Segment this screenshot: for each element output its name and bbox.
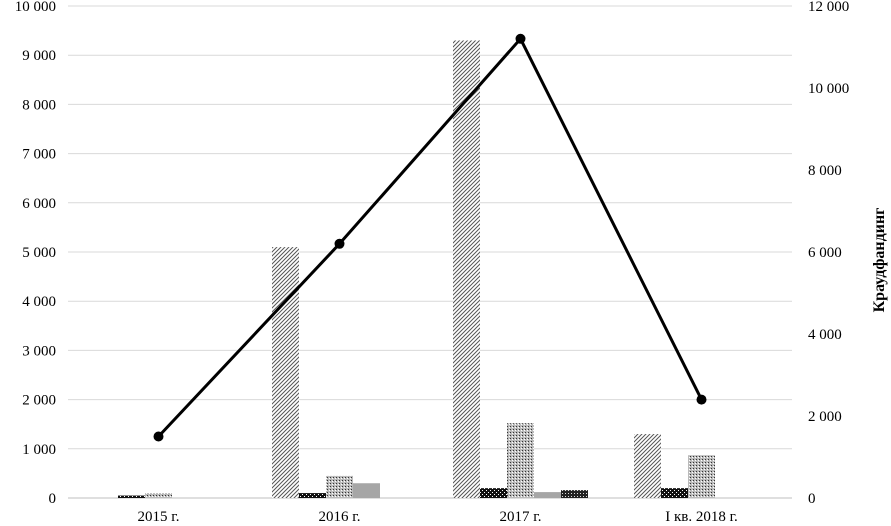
right-tick-label: 10 000 xyxy=(808,81,849,97)
bar xyxy=(561,490,588,498)
bar xyxy=(507,423,534,498)
left-tick-label: 2 000 xyxy=(22,393,56,409)
right-axis-ticks: 0 2 000 4 000 6 000 8 000 10 000 12 000 xyxy=(808,0,849,507)
line-point xyxy=(515,33,526,44)
left-tick-label: 4 000 xyxy=(22,294,56,310)
left-axis-ticks: 0 1 000 2 000 3 000 4 000 5 000 6 000 7 000 8 00… xyxy=(15,0,56,507)
left-tick-label: 7 000 xyxy=(22,147,56,163)
right-tick-label: 4 000 xyxy=(808,327,842,343)
left-tick-label: 1 000 xyxy=(22,442,56,458)
x-tick-label: 2015 г. xyxy=(138,509,180,525)
left-tick-label: 10 000 xyxy=(15,0,56,15)
x-axis-labels: 2015 г. 2016 г. 2017 г. I кв. 2018 г. xyxy=(138,509,738,525)
left-tick-label: 0 xyxy=(49,491,57,507)
bar xyxy=(634,434,661,498)
right-tick-label: 12 000 xyxy=(808,0,849,15)
bar xyxy=(118,495,145,498)
bar xyxy=(353,483,380,498)
bar xyxy=(661,488,688,498)
line-point xyxy=(153,431,164,442)
right-tick-label: 2 000 xyxy=(808,409,842,425)
bar xyxy=(480,488,507,498)
left-tick-label: 6 000 xyxy=(22,196,56,212)
bar xyxy=(326,475,353,498)
bar xyxy=(534,492,561,498)
bar xyxy=(145,493,172,498)
line-path xyxy=(157,36,703,438)
x-tick-label: 2017 г. xyxy=(500,509,542,525)
line-point xyxy=(334,238,345,249)
bar xyxy=(453,40,480,498)
right-axis-title: Краудфандинг xyxy=(871,208,888,313)
bars xyxy=(118,40,715,498)
bar xyxy=(688,455,715,498)
x-tick-label: 2016 г. xyxy=(319,509,361,525)
gridlines xyxy=(68,5,792,499)
x-tick-label: I кв. 2018 г. xyxy=(665,509,738,525)
bar xyxy=(272,247,299,498)
left-tick-label: 9 000 xyxy=(22,48,56,64)
line-point xyxy=(696,394,707,405)
bar xyxy=(299,493,326,498)
left-tick-label: 3 000 xyxy=(22,343,56,359)
line-series xyxy=(153,33,707,442)
left-tick-label: 5 000 xyxy=(22,245,56,261)
left-tick-label: 8 000 xyxy=(22,97,56,113)
right-tick-label: 8 000 xyxy=(808,163,842,179)
right-tick-label: 6 000 xyxy=(808,245,842,261)
right-tick-label: 0 xyxy=(808,491,816,507)
